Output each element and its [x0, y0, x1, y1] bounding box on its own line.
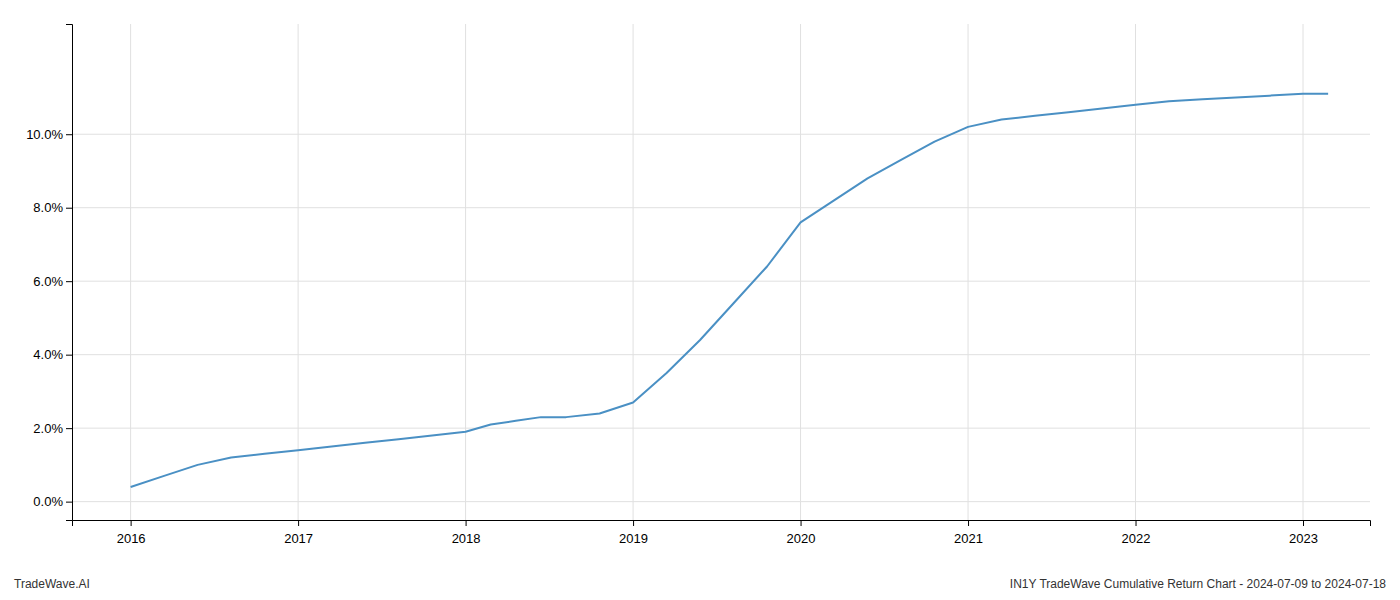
grid-line	[72, 501, 1370, 502]
y-tick-label: 2.0%	[33, 421, 63, 436]
x-tick-mark	[633, 520, 634, 526]
x-tick: 2017	[284, 520, 313, 546]
y-tick: 6.0%	[33, 274, 72, 289]
y-tick-mark	[66, 355, 72, 356]
x-tick-mark	[131, 520, 132, 526]
y-axis: 0.0% 2.0% 4.0% 6.0% 8.0% 10.0%	[26, 25, 72, 521]
grid-line	[1135, 24, 1136, 520]
x-tick: 2016	[117, 520, 146, 546]
grid-line	[72, 428, 1370, 429]
grid-line	[72, 207, 1370, 208]
y-axis-line	[66, 25, 73, 521]
x-tick-mark	[801, 520, 802, 526]
y-tick: 4.0%	[33, 347, 72, 362]
x-tick: 2018	[452, 520, 481, 546]
x-tick: 2021	[954, 520, 983, 546]
y-tick-label: 6.0%	[33, 274, 63, 289]
y-tick-mark	[66, 208, 72, 209]
marks	[131, 94, 1329, 487]
x-tick-label: 2017	[284, 531, 313, 546]
grid-line	[298, 24, 299, 520]
chart: 2016 2017 2018 2019 2020 2021 2022 2023 0.0% 2.0%…	[0, 0, 1400, 600]
x-tick-mark	[1136, 520, 1137, 526]
y-tick-mark	[66, 502, 72, 503]
y-tick-label: 0.0%	[33, 494, 63, 509]
y-tick-mark	[66, 281, 72, 282]
y-tick: 2.0%	[33, 421, 72, 436]
x-tick: 2022	[1122, 520, 1151, 546]
footer-text: TradeWave.AI	[14, 577, 90, 591]
x-tick-mark	[968, 520, 969, 526]
y-tick-mark	[66, 134, 72, 135]
line	[131, 94, 1329, 487]
y-tick-label: 8.0%	[33, 200, 63, 215]
y-tick: 0.0%	[33, 494, 72, 509]
footer-text: IN1Y TradeWave Cumulative Return Chart -…	[1010, 577, 1387, 591]
x-tick-label: 2019	[619, 531, 648, 546]
x-tick: 2019	[619, 520, 648, 546]
x-tick-label: 2022	[1122, 531, 1151, 546]
grid-line	[72, 134, 1370, 135]
grid-line	[72, 354, 1370, 355]
x-axis: 2016 2017 2018 2019 2020 2021 2022 2023	[73, 520, 1371, 546]
grid-line	[130, 24, 131, 520]
x-tick-label: 2020	[787, 531, 816, 546]
y-tick-label: 4.0%	[33, 347, 63, 362]
x-tick-label: 2021	[954, 531, 983, 546]
x-axis-line	[73, 521, 1371, 527]
y-tick-label: 10.0%	[26, 127, 63, 142]
grid-line	[800, 24, 801, 520]
y-tick-mark	[66, 428, 72, 429]
x-tick: 2023	[1289, 520, 1318, 546]
grid-line	[1303, 24, 1304, 520]
grid-line	[465, 24, 466, 520]
plot-area: 2016 2017 2018 2019 2020 2021 2022 2023 0.0% 2.0%…	[26, 24, 1370, 546]
grid-line	[633, 24, 634, 520]
y-tick: 10.0%	[26, 127, 72, 142]
x-tick-label: 2016	[117, 531, 146, 546]
x-tick-mark	[466, 520, 467, 526]
x-tick-label: 2023	[1289, 531, 1318, 546]
grid	[72, 24, 1370, 520]
x-tick-label: 2018	[452, 531, 481, 546]
grid-line	[968, 24, 969, 520]
grid-line	[72, 281, 1370, 282]
x-tick-mark	[298, 520, 299, 526]
x-tick-mark	[1303, 520, 1304, 526]
y-tick: 8.0%	[33, 200, 72, 215]
x-tick: 2020	[787, 520, 816, 546]
